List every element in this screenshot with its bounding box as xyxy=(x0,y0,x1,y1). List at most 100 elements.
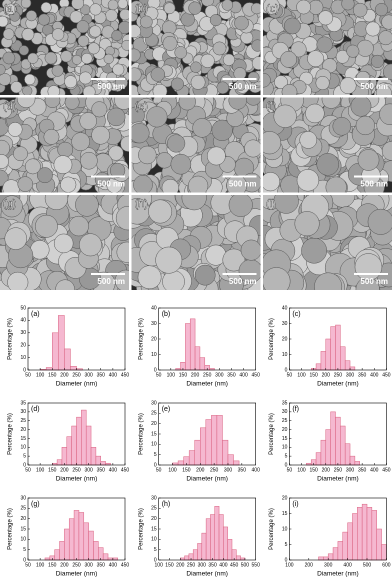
particle xyxy=(44,97,61,108)
y-tick-label: 30 xyxy=(151,321,157,327)
particle xyxy=(162,270,185,290)
y-tick-label: 20 xyxy=(20,343,26,349)
particle xyxy=(379,103,392,125)
particle xyxy=(188,1,202,15)
particle xyxy=(301,237,327,264)
particle xyxy=(0,63,6,76)
y-tick-label: 30 xyxy=(282,321,288,327)
x-tick-label: 100 xyxy=(297,467,306,473)
bar xyxy=(102,553,109,561)
x-tick-label: 50 xyxy=(287,372,293,378)
y-tick-label: 25 xyxy=(151,411,157,417)
y-tick-label: 40 xyxy=(282,305,288,311)
particle xyxy=(378,30,392,46)
x-tick-label: 200 xyxy=(60,372,69,378)
bar xyxy=(332,547,339,561)
particle xyxy=(163,2,176,15)
particle xyxy=(167,134,186,153)
bar xyxy=(337,541,343,561)
bar xyxy=(64,528,70,561)
bar xyxy=(366,507,373,561)
particle xyxy=(82,85,96,95)
x-tick-label: 450 xyxy=(230,562,239,568)
x-tick-label: 300 xyxy=(215,372,224,378)
particle xyxy=(170,77,184,91)
bar xyxy=(349,455,356,466)
particle xyxy=(146,106,168,128)
panel-title: (h) xyxy=(162,501,171,508)
particle xyxy=(18,45,29,56)
scale-label: 500 nm xyxy=(229,277,257,286)
bar xyxy=(330,411,336,466)
particle xyxy=(47,85,61,95)
particle xyxy=(188,175,209,193)
bar xyxy=(240,557,246,561)
bar xyxy=(112,557,118,561)
x-tick-label: 400 xyxy=(343,562,352,568)
particle xyxy=(0,103,12,119)
particle xyxy=(27,52,39,64)
particle xyxy=(350,97,372,117)
bar xyxy=(227,454,234,466)
particle xyxy=(156,152,173,169)
bar xyxy=(344,443,351,466)
y-tick-label: 25 xyxy=(20,506,26,512)
particle xyxy=(357,149,380,171)
y-tick-label: 0 xyxy=(285,557,288,563)
x-axis-label: Diameter (nm) xyxy=(186,381,228,388)
y-tick-label: 10 xyxy=(282,445,288,451)
panel-label: (e) xyxy=(135,100,148,112)
x-tick-label: 150 xyxy=(165,562,174,568)
bar xyxy=(216,415,223,466)
bar xyxy=(78,512,85,561)
particle xyxy=(339,77,357,95)
bar xyxy=(233,460,240,466)
x-axis-label: Diameter (nm) xyxy=(317,381,359,388)
bar xyxy=(214,506,220,561)
y-tick-label: 20 xyxy=(20,516,26,522)
particle xyxy=(335,49,350,64)
particle xyxy=(0,154,9,169)
bar xyxy=(352,513,358,561)
panel-label: (a) xyxy=(3,3,16,15)
x-tick-label: 450 xyxy=(121,467,130,473)
particle xyxy=(181,195,207,211)
particle xyxy=(114,97,129,110)
x-tick-label: 150 xyxy=(48,467,57,473)
particle xyxy=(170,153,192,175)
bar xyxy=(71,425,77,466)
particle xyxy=(2,28,15,40)
y-tick-label: 0 xyxy=(285,462,288,468)
bar xyxy=(335,324,341,371)
particle xyxy=(321,97,341,109)
x-axis-label: Diameter (nm) xyxy=(186,476,228,483)
particle xyxy=(0,15,9,28)
x-tick-label: 350 xyxy=(358,467,367,473)
y-tick-label: 15 xyxy=(151,526,157,532)
bar xyxy=(70,366,77,371)
particle xyxy=(112,63,125,76)
particle xyxy=(138,145,157,165)
particle xyxy=(263,131,282,155)
x-axis-label: Diameter (nm) xyxy=(56,381,98,388)
particle xyxy=(44,195,69,211)
bar xyxy=(342,531,348,561)
particle xyxy=(240,239,261,261)
x-axis-label: Diameter (nm) xyxy=(56,571,98,578)
x-tick-label: 150 xyxy=(182,467,191,473)
particle xyxy=(53,233,74,254)
particle xyxy=(190,74,206,90)
bar xyxy=(371,510,377,561)
particle xyxy=(161,179,180,193)
particle xyxy=(315,75,330,91)
y-tick-label: 10 xyxy=(151,537,157,543)
y-tick-label: 25 xyxy=(20,418,26,424)
y-axis-label: Percentage (%) xyxy=(269,318,275,360)
particle xyxy=(283,17,301,35)
x-tick-label: 200 xyxy=(322,467,331,473)
y-tick-label: 10 xyxy=(151,442,157,448)
scale-label: 500 nm xyxy=(97,277,125,286)
particle xyxy=(299,131,318,149)
sem-image: (c) 500 nm xyxy=(263,0,392,95)
particle xyxy=(192,118,212,138)
